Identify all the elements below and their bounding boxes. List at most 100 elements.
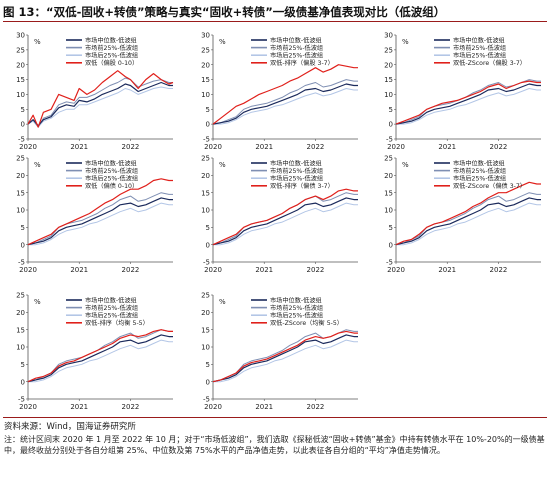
- legend-label-median: 市场中位数-低波组: [270, 36, 322, 44]
- x-tick-label: 2021: [70, 266, 88, 274]
- x-tick-label: 2020: [387, 143, 405, 151]
- title-rule: [3, 21, 547, 22]
- x-tick-label: 2020: [204, 143, 222, 151]
- series-line-strategy: [27, 178, 173, 246]
- y-tick-label: 10: [16, 91, 25, 99]
- x-tick-label: 2022: [122, 143, 140, 151]
- unit-label: %: [34, 161, 41, 169]
- series-line-median: [27, 334, 173, 383]
- series-line-strategy: [212, 188, 358, 246]
- y-tick-label: 15: [384, 189, 393, 197]
- chart-panel-5: -5 0 5 10 15 20 25% 2020 2021 2022 市场中位数-低波组市场前25%…: [201, 155, 358, 274]
- y-tick-label: 15: [16, 76, 25, 84]
- x-tick-label: 2022: [307, 143, 325, 151]
- legend-label-median: 市场中位数-低波组: [85, 36, 137, 44]
- chart-panel-7: -5 0 5 10 15 20 25% 2020 2021 2022 市场中位数-低波组市场前25%…: [16, 292, 173, 411]
- x-tick-label: 2020: [19, 403, 37, 411]
- y-tick-label: -5: [18, 136, 25, 144]
- series-line-median: [395, 83, 541, 125]
- legend-label-median: 市场中位数-低波组: [270, 296, 322, 304]
- y-tick-label: 15: [201, 76, 210, 84]
- series-line-q25: [212, 79, 358, 125]
- chart-panel-8: -5 0 5 10 15 20 25% 2020 2021 2022 市场中位数-低波组市场前25%…: [201, 292, 358, 411]
- x-tick-label: 2022: [122, 403, 140, 411]
- y-tick-label: -5: [386, 259, 393, 267]
- footnote: 注：统计区间末 2020 年 1 月至 2022 年 10 月；对于“市场低波组…: [4, 435, 545, 456]
- y-tick-label: 25: [16, 155, 25, 163]
- y-tick-label: 0: [206, 241, 210, 249]
- series-line-q25: [27, 77, 173, 128]
- series-line-median: [27, 81, 173, 127]
- legend-label-q25: 市场前25%-低波组: [270, 44, 323, 52]
- chart-panel-2: -5 0 5 10 15 20 25 30% 2020 2021 2022 市场中位数-低波组市场前2…: [201, 32, 358, 151]
- unit-label: %: [402, 161, 409, 169]
- legend-label-median: 市场中位数-低波组: [85, 296, 137, 304]
- y-tick-label: -5: [203, 396, 210, 404]
- legend-label-q25: 市场前25%-低波组: [270, 304, 323, 312]
- legend-label-median: 市场中位数-低波组: [85, 159, 137, 167]
- series-line-q75: [213, 202, 358, 246]
- series-line-q75: [213, 339, 358, 383]
- chart-panel-4: -5 0 5 10 15 20 25% 2020 2021 2022 市场中位数-低波组市场前25%…: [16, 155, 173, 274]
- legend-label-q75: 市场后25%-低波组: [85, 312, 138, 320]
- series-line-q75: [396, 88, 541, 125]
- legend-label-q75: 市场后25%-低波组: [270, 312, 323, 320]
- y-tick-label: 5: [21, 224, 25, 232]
- legend-label-q25: 市场前25%-低波组: [85, 44, 138, 52]
- y-tick-label: -5: [18, 259, 25, 267]
- y-tick-label: 25: [16, 292, 25, 300]
- legend-label-strategy: 双低（偏股 0-10）: [85, 59, 138, 67]
- y-tick-label: 10: [201, 207, 210, 215]
- y-tick-label: 0: [389, 241, 393, 249]
- y-tick-label: 5: [21, 106, 25, 114]
- x-tick-label: 2021: [438, 266, 456, 274]
- series-line-q75: [28, 339, 173, 383]
- y-tick-label: 15: [384, 76, 393, 84]
- y-tick-label: 15: [16, 189, 25, 197]
- legend-label-strategy: 双低-ZScore（偏股 3-7）: [453, 59, 526, 67]
- y-tick-label: 10: [384, 207, 393, 215]
- source-note: 资料来源：Wind，国海证券研究所: [4, 422, 136, 432]
- series-line-median: [212, 197, 358, 246]
- series-line-q25: [395, 79, 541, 125]
- y-tick-label: 20: [16, 172, 25, 180]
- unit-label: %: [34, 38, 41, 46]
- y-tick-label: 5: [206, 361, 210, 369]
- series-line-q25: [27, 192, 173, 246]
- x-tick-label: 2021: [70, 403, 88, 411]
- x-tick-label: 2020: [19, 143, 37, 151]
- series-line-median: [212, 83, 358, 125]
- y-tick-label: 20: [201, 309, 210, 317]
- series-line-median: [212, 334, 358, 383]
- series-line-q75: [28, 202, 173, 246]
- series-line-median: [395, 197, 541, 246]
- series-line-strategy: [212, 64, 358, 125]
- legend-label-q25: 市场前25%-低波组: [453, 167, 506, 175]
- legend-label-strategy: 双低（偏债 0-10）: [85, 182, 138, 190]
- x-tick-label: 2022: [122, 266, 140, 274]
- unit-label: %: [219, 161, 226, 169]
- y-tick-label: 30: [16, 32, 25, 40]
- x-tick-label: 2020: [19, 266, 37, 274]
- legend-label-q75: 市场后25%-低波组: [453, 52, 506, 60]
- x-tick-label: 2021: [255, 403, 273, 411]
- series-line-strategy: [395, 181, 541, 246]
- chart-panel-6: -5 0 5 10 15 20 25% 2020 2021 2022 市场中位数-低波组市场前25%…: [384, 155, 541, 274]
- y-tick-label: 25: [201, 292, 210, 300]
- series-line-strategy: [27, 70, 174, 128]
- y-tick-label: 20: [201, 61, 210, 69]
- x-tick-label: 2022: [490, 266, 508, 274]
- series-line-q25: [395, 192, 541, 246]
- y-tick-label: 30: [384, 32, 393, 40]
- series-line-q75: [213, 88, 358, 125]
- y-tick-label: 25: [384, 155, 393, 163]
- y-tick-label: 25: [201, 155, 210, 163]
- legend-label-q75: 市场后25%-低波组: [85, 175, 138, 183]
- y-tick-label: -5: [203, 136, 210, 144]
- series-line-q75: [27, 86, 173, 128]
- x-tick-label: 2021: [70, 143, 88, 151]
- y-tick-label: 0: [206, 121, 210, 129]
- x-tick-label: 2022: [307, 266, 325, 274]
- x-tick-label: 2021: [438, 143, 456, 151]
- series-line-strategy: [27, 329, 173, 383]
